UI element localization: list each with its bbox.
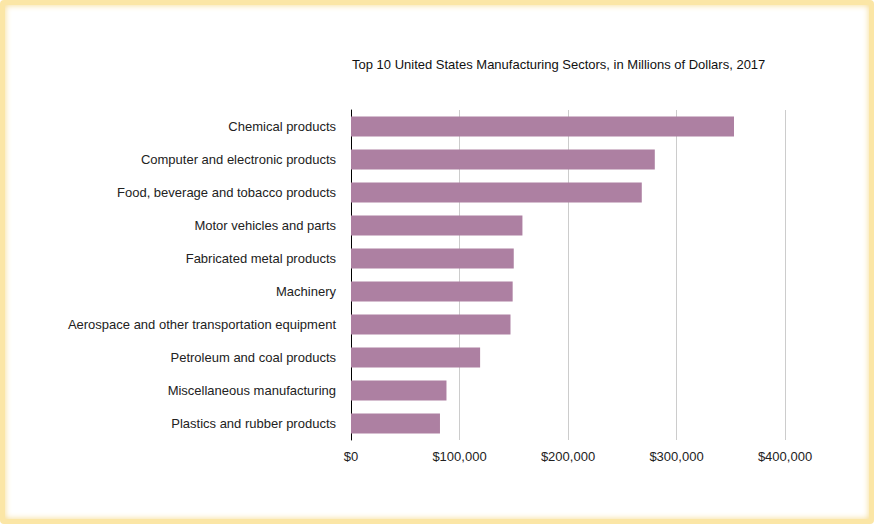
- svg-text:$200,000: $200,000: [541, 449, 595, 464]
- svg-text:$300,000: $300,000: [649, 449, 703, 464]
- svg-text:Top 10 United States Manufactu: Top 10 United States Manufacturing Secto…: [352, 57, 765, 72]
- svg-text:$0: $0: [344, 449, 358, 464]
- svg-text:$400,000: $400,000: [758, 449, 812, 464]
- svg-text:Aerospace and other transporta: Aerospace and other transportation equip…: [68, 317, 337, 332]
- svg-text:Motor vehicles and parts: Motor vehicles and parts: [194, 218, 336, 233]
- svg-text:Food, beverage and tobacco pro: Food, beverage and tobacco products: [117, 185, 336, 200]
- svg-text:Fabricated metal products: Fabricated metal products: [186, 251, 337, 266]
- svg-text:$100,000: $100,000: [432, 449, 486, 464]
- svg-text:Machinery: Machinery: [276, 284, 336, 299]
- svg-text:Plastics and rubber products: Plastics and rubber products: [171, 416, 336, 431]
- svg-text:Computer and electronic produc: Computer and electronic products: [141, 152, 337, 167]
- svg-text:Miscellaneous manufacturing: Miscellaneous manufacturing: [168, 383, 336, 398]
- svg-text:Petroleum and coal products: Petroleum and coal products: [171, 350, 337, 365]
- svg-text:Chemical products: Chemical products: [228, 119, 336, 134]
